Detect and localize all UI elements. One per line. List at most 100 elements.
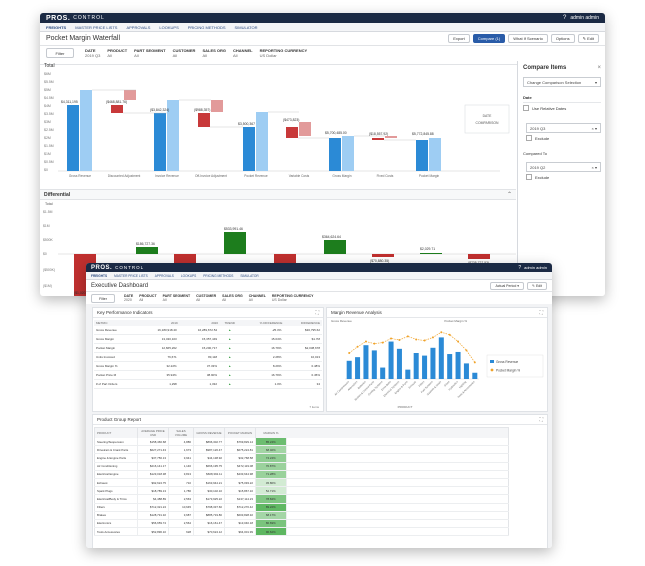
margin-point[interactable] — [415, 338, 418, 341]
revenue-bar[interactable] — [413, 353, 419, 379]
collapse-icon[interactable]: ⌃ — [506, 192, 512, 198]
user-menu[interactable]: admin admin — [570, 15, 599, 21]
edit-button[interactable]: ✎ Edit — [527, 281, 547, 290]
filter-customer[interactable]: CUSTOMER All — [196, 294, 217, 302]
revenue-bar[interactable] — [472, 372, 478, 379]
revenue-bar[interactable] — [388, 341, 394, 379]
margin-point[interactable] — [448, 333, 451, 336]
what-if-button[interactable]: What If Scenario — [508, 34, 548, 43]
table-row[interactable]: Units Invoiced 76,671 83,118 ▲ 2.28% 10,013 — [94, 353, 322, 362]
filter-sales-org[interactable]: SALES ORG All — [222, 294, 243, 302]
nav-item-pricing-methods[interactable]: PRICING METHODS — [203, 273, 234, 278]
options-button[interactable]: Options — [550, 34, 575, 43]
nav-item-pricing-methods[interactable]: PRICING METHODS — [187, 24, 226, 30]
user-menu[interactable]: admin admin — [524, 265, 547, 270]
margin-point[interactable] — [423, 339, 426, 342]
export-button[interactable]: Export — [448, 34, 470, 43]
revenue-bar[interactable] — [363, 345, 369, 379]
help-icon[interactable]: ? — [518, 264, 522, 271]
filter-sales-org[interactable]: SALES ORG All — [202, 48, 227, 58]
margin-point[interactable] — [406, 335, 409, 338]
expand-icon[interactable]: ⛶ — [539, 309, 543, 316]
table-row[interactable]: Pocket Margin 12,665,262 15,200,717 ▲ 16.79%… — [94, 344, 322, 353]
table-row[interactable]: Engine & Engine Parts $37,756.13 3,941 $44,… — [94, 453, 509, 463]
revenue-bar[interactable] — [380, 367, 386, 379]
filter-channel[interactable]: CHANNEL All — [233, 48, 253, 58]
table-row[interactable]: Brakes $128,731.32 3,687 $885,719.80 $603,82… — [94, 511, 509, 520]
margin-point[interactable] — [390, 337, 393, 340]
filter-product[interactable]: PRODUCT All — [139, 294, 157, 302]
table-row[interactable]: Gross Margin % 32.22% 37.33% ▲ 8.29% 0.48% — [94, 362, 322, 371]
compared-to-select[interactable]: 2019 Q2 × ▾ — [526, 162, 601, 172]
nav-item-simulator[interactable]: SIMULATOR — [234, 24, 258, 30]
revenue-bar[interactable] — [447, 354, 453, 379]
nav-item-approvals[interactable]: APPROVALS — [126, 24, 151, 30]
table-row[interactable]: Exhaust $92,624.75 710 $163,944.21 $75,093.2… — [94, 478, 509, 487]
nav-item-lookups[interactable]: LOOKUPS — [180, 273, 197, 278]
filter-button[interactable]: Filter — [91, 294, 115, 303]
margin-point[interactable] — [465, 349, 468, 352]
revenue-bar[interactable] — [463, 363, 469, 379]
margin-point[interactable] — [473, 361, 476, 364]
filter-button[interactable]: Filter — [46, 48, 74, 58]
table-row[interactable]: Steering/Suspension $158,466.68 4,886 $896,… — [94, 438, 509, 446]
table-row[interactable]: Filters $712,321.24 10,645 $798,337.60 $712,… — [94, 503, 509, 512]
revenue-bar[interactable] — [422, 355, 428, 379]
compare-button[interactable]: Compare (1) — [472, 34, 506, 43]
nav-item-master-price-lists[interactable]: MASTER PRICE LISTS — [114, 273, 148, 278]
table-row[interactable]: Tools Accessories $52,896.10 628 $70,624.12… — [94, 527, 509, 536]
table-row[interactable]: Gross Margin 13,430,103 15,357,449 ▲ 15.04% $… — [94, 335, 322, 344]
margin-point[interactable] — [364, 340, 367, 343]
margin-point[interactable] — [348, 352, 351, 354]
filter-channel[interactable]: CHANNEL All — [248, 294, 266, 302]
use-relative-dates-toggle[interactable]: Use Relative Dates — [523, 105, 601, 111]
revenue-bar[interactable] — [355, 357, 361, 379]
margin-point[interactable] — [457, 340, 460, 343]
filter-product[interactable]: PRODUCT All — [107, 48, 128, 58]
nav-item-simulator[interactable]: SIMULATOR — [240, 273, 259, 278]
filter-date[interactable]: DATE 2020 — [124, 294, 134, 302]
nav-item-master-price-lists[interactable]: MASTER PRICE LISTS — [75, 24, 118, 30]
table-row[interactable]: Electrical/Body & Trims $4,488.89 2,563 $17… — [94, 494, 509, 503]
exclude-compared-checkbox[interactable]: Exclude — [526, 174, 598, 180]
table-row[interactable]: Gross Revenue 16,180,918.40 16,289,672.54 ▲… — [94, 326, 322, 335]
close-icon[interactable]: × — [597, 65, 601, 71]
revenue-bar[interactable] — [396, 348, 402, 379]
comparison-selection-dropdown[interactable]: Change Comparison Selection ▾ — [523, 77, 601, 87]
nav-item-approvals[interactable]: APPROVALS — [154, 273, 174, 278]
expand-icon[interactable]: ⛶ — [315, 309, 319, 316]
nav-item-lookups[interactable]: LOOKUPS — [159, 24, 179, 30]
margin-point[interactable] — [431, 336, 434, 339]
filter-customer[interactable]: CUSTOMER All — [172, 48, 196, 58]
table-row[interactable]: Air Conditioning $216,141.17 1,146 $666,195… — [94, 462, 509, 471]
nav-item-freights[interactable]: FREIGHTS — [91, 273, 108, 278]
table-row[interactable]: Electronics $56,659.74 2,564 $16,161.47 $13,… — [94, 519, 509, 528]
margin-point[interactable] — [398, 339, 401, 341]
margin-point[interactable] — [356, 345, 359, 348]
exclude-checkbox[interactable]: Exclude — [526, 135, 598, 141]
margin-point[interactable] — [440, 331, 443, 334]
table-row[interactable]: Drivetrain & Crank Parts $627,271.43 1,673… — [94, 445, 509, 454]
table-row[interactable]: # of Part Orders 1,298 1,332 ▲ 1.0% 34 — [94, 380, 322, 389]
nav-item-freights[interactable]: FREIGHTS — [46, 24, 67, 30]
revenue-bar[interactable] — [455, 351, 461, 379]
revenue-bar[interactable] — [438, 337, 444, 379]
margin-point[interactable] — [381, 341, 384, 344]
filter-part-segment[interactable]: PART SEGMENT All — [162, 294, 191, 302]
filter-part-segment[interactable]: PART SEGMENT All — [134, 48, 166, 58]
revenue-bar[interactable] — [371, 350, 377, 379]
edit-button[interactable]: ✎ Edit — [577, 34, 599, 43]
filter-reporting-currency[interactable]: REPORTING CURRENCY US Dollar — [259, 48, 308, 58]
period-select[interactable]: 2019 Q3 × ▾ — [526, 123, 601, 133]
margin-point[interactable] — [373, 342, 376, 345]
table-row[interactable]: Pocket Price M 35.94% 38.90% ▲ 16.79% 0.45% — [94, 371, 322, 380]
revenue-bar[interactable] — [346, 360, 352, 379]
pros-logo[interactable]: PROS. — [91, 264, 113, 271]
pros-logo[interactable]: PROS. — [46, 14, 71, 22]
filter-reporting-currency[interactable]: REPORTING CURRENCY US Dollar — [271, 294, 314, 302]
actual-period-button[interactable]: Actual Period ▾ — [490, 281, 525, 290]
help-icon[interactable]: ? — [563, 15, 567, 21]
revenue-bar[interactable] — [405, 369, 411, 379]
filter-date[interactable]: DATE 2019 Q3 — [85, 48, 101, 58]
revenue-bar[interactable] — [430, 347, 436, 379]
